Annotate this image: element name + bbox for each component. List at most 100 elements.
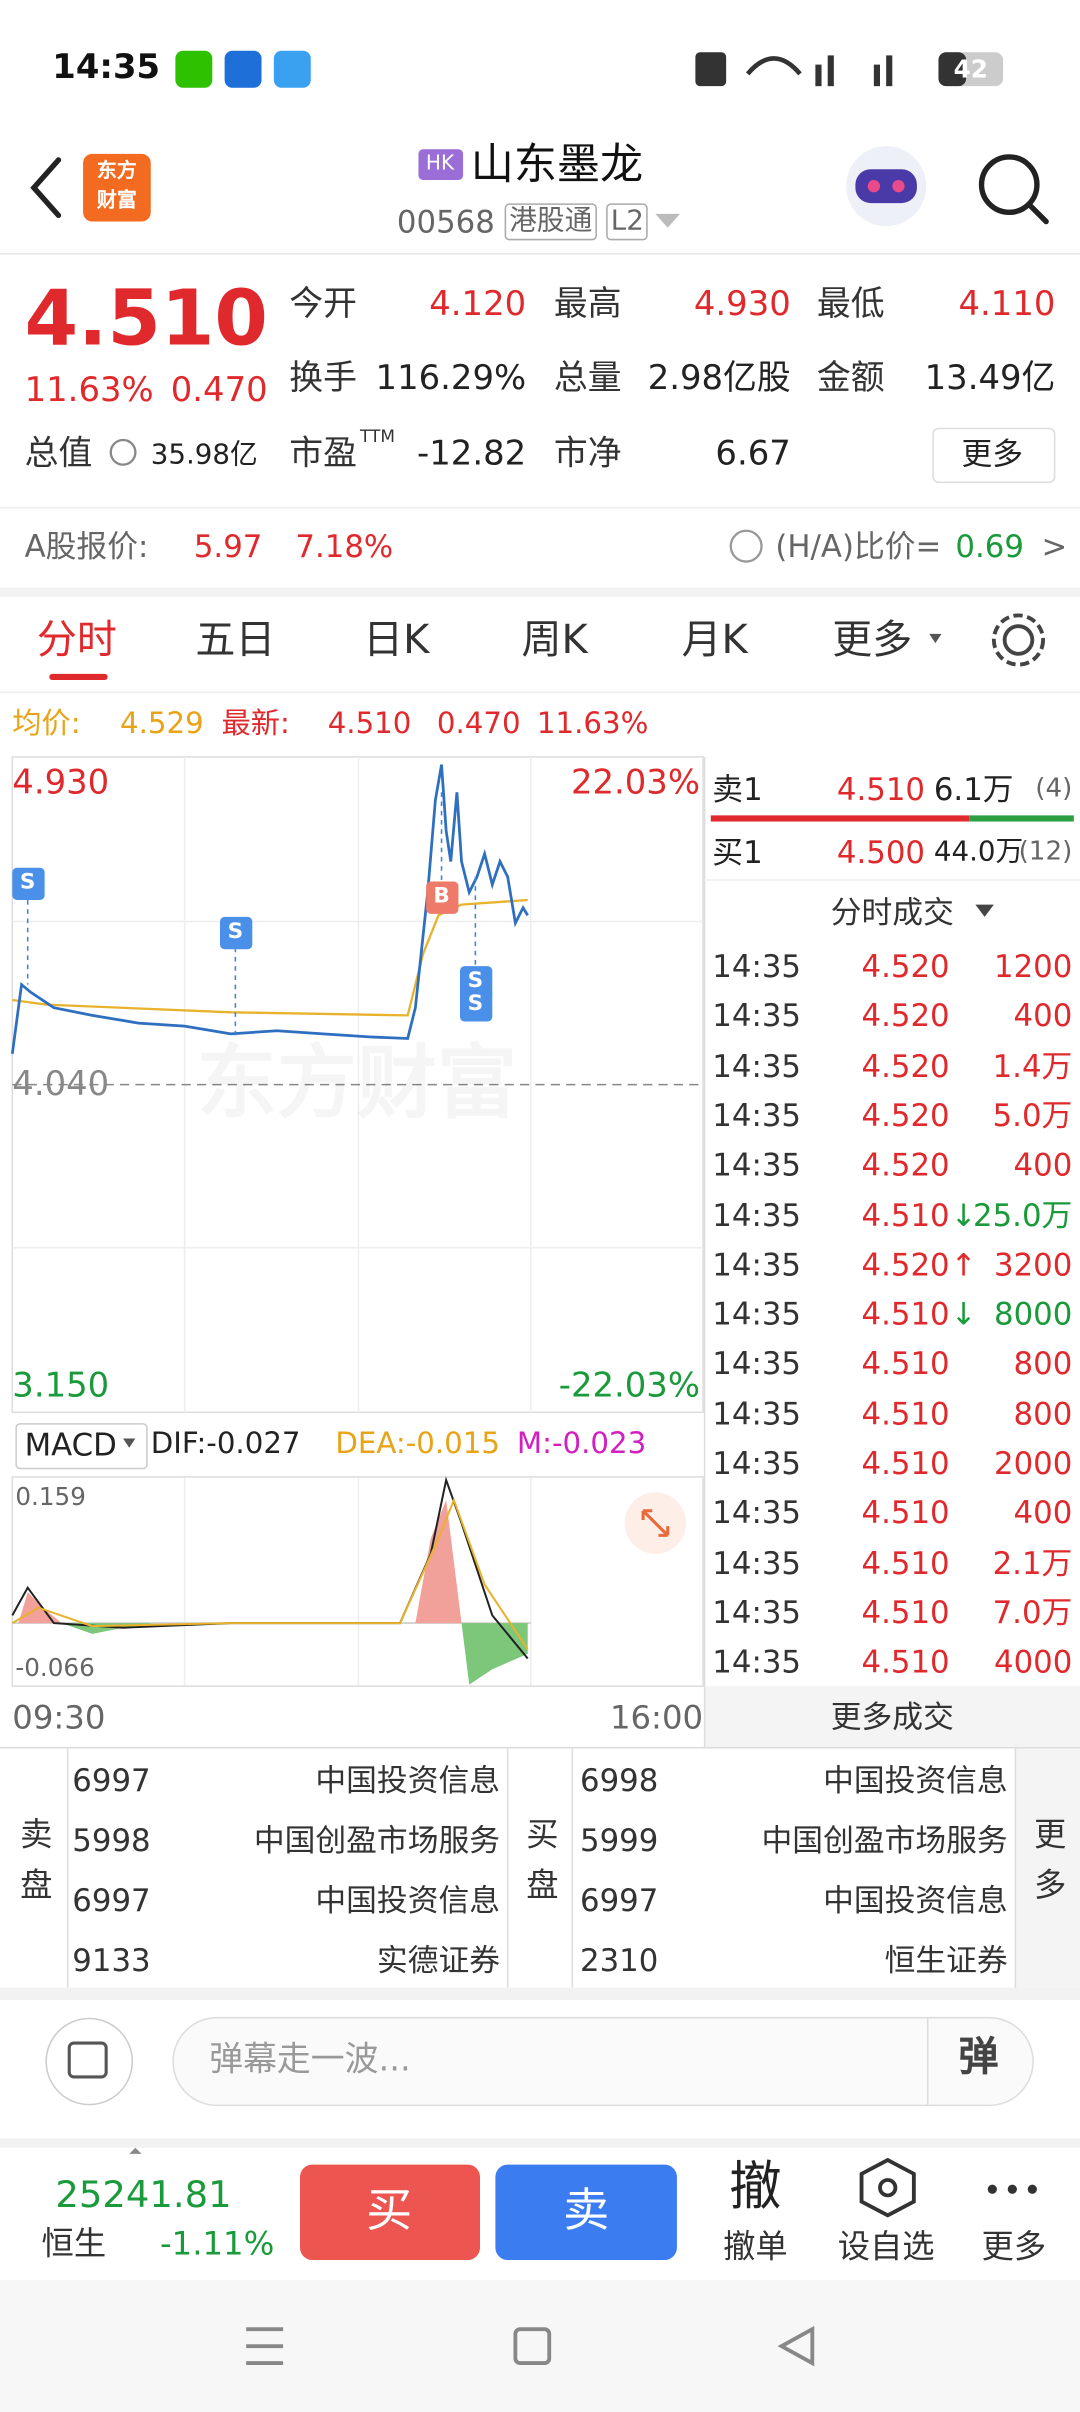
broker-id: 2310 (580, 1941, 659, 1979)
latest-pct: 11.63% (536, 707, 649, 741)
back-icon[interactable] (30, 157, 62, 219)
index-value: 25241.81 (55, 2173, 232, 2217)
broker-more[interactable]: 更多 (1030, 1816, 1068, 1919)
field-label: 总值 (24, 435, 93, 474)
latest-label: 最新: (221, 707, 290, 741)
trade-price: 4.510 (861, 1593, 950, 1631)
battery-level: 42 (953, 54, 988, 84)
trade-volume: 400 (1013, 1146, 1073, 1184)
macd-dea: DEA:-0.015 (335, 1427, 500, 1461)
tab[interactable]: 月K (681, 617, 748, 664)
tab[interactable]: 五日 (195, 617, 276, 664)
cancel-label[interactable]: 撤单 (723, 2228, 788, 2266)
market-badge: HK (425, 152, 455, 176)
buy-button[interactable] (300, 2164, 481, 2261)
trade-dir: ↓ (950, 1295, 977, 1333)
trade-time: 14:35 (712, 1047, 801, 1084)
trade-time: 14:35 (712, 1196, 801, 1234)
field-label: 总量 (553, 359, 622, 399)
trade-price: 4.520 (861, 1245, 950, 1283)
broker-id: 6997 (72, 1881, 151, 1919)
trade-volume: 800 (1013, 1394, 1073, 1432)
trade-volume: 4000 (993, 1643, 1073, 1681)
icons (30, 154, 1049, 225)
field-label: 换手 (289, 359, 357, 399)
tag: 港股通 (504, 203, 597, 240)
trade-time: 14:35 (712, 1494, 801, 1532)
trade-time: 14:35 (712, 1146, 801, 1184)
axis-label: 4.040 (12, 1065, 110, 1105)
trade-price: 4.510 (861, 1394, 950, 1432)
trade-volume: 5.0万 (992, 1096, 1073, 1134)
trade-volume: 1.4万 (992, 1047, 1073, 1084)
more-label[interactable]: 更多 (981, 2228, 1047, 2266)
more-button[interactable]: 更多 (961, 435, 1024, 473)
broker-name: 实德证券 (376, 1941, 501, 1979)
trade-marker: S (467, 968, 484, 994)
logo-text: 财富 (96, 189, 137, 213)
broker-name: 中国投资信息 (823, 1761, 1008, 1799)
trade-marker: B (433, 884, 450, 909)
sell-button[interactable] (495, 2164, 677, 2261)
book-price: 4.500 (836, 833, 926, 871)
sell-label[interactable]: 卖 (563, 2184, 610, 2239)
broker-id: 6997 (580, 1881, 659, 1919)
avg-label: 均价: (12, 707, 81, 741)
axis-label: 4.930 (12, 764, 110, 803)
tab[interactable]: 周K (521, 617, 588, 664)
buy-label[interactable]: 买 (366, 2184, 413, 2239)
ratio-arrow: > (1041, 527, 1068, 565)
trade-price: 4.520 (861, 1047, 950, 1084)
watch-label[interactable]: 设自选 (837, 2228, 935, 2266)
trade-dir: ↓ (950, 1196, 977, 1234)
danmaku-button[interactable]: 弹 (958, 2034, 999, 2081)
broker-id: 5999 (580, 1821, 659, 1859)
tab[interactable]: 更多 (832, 617, 913, 664)
avg-value: 4.529 (120, 707, 204, 741)
field-value: 116.29% (375, 359, 527, 399)
field-value: 13.49亿 (924, 359, 1056, 399)
trade-volume: 3200 (993, 1245, 1073, 1283)
book-label: 买1 (712, 833, 763, 871)
field-value: 35.98亿 (150, 438, 258, 472)
field-value: 6.67 (715, 435, 791, 474)
book-count: (4) (1035, 773, 1073, 805)
last-price: 4.510 (24, 273, 268, 364)
macd-m: M:-0.023 (516, 1427, 647, 1461)
logo[interactable] (83, 153, 151, 222)
trades-title[interactable]: 分时成交 (830, 893, 954, 931)
trade-time: 14:35 (712, 1543, 801, 1581)
tab[interactable]: 日K (363, 617, 430, 664)
macd-label[interactable]: MACD (24, 1426, 117, 1464)
chart-bg-gap (0, 587, 1080, 597)
field-label: 市盈 (289, 435, 357, 474)
tab[interactable]: 分时 (36, 617, 117, 664)
tag: L2 (606, 203, 649, 240)
trade-volume: 800 (1013, 1345, 1073, 1383)
broker-more-bg (1015, 1747, 1080, 1988)
trade-volume: 400 (1013, 997, 1073, 1035)
comment-input[interactable] (172, 2016, 1034, 2107)
trade-volume: 25.0万 (973, 1196, 1073, 1234)
broker-side: 卖盘 (16, 1816, 54, 1919)
book-count: (12) (1018, 836, 1073, 868)
hk-badge (418, 149, 464, 181)
more-trades[interactable]: 更多成交 (830, 1698, 954, 1736)
axis-label: 3.150 (12, 1367, 110, 1406)
macd-selector[interactable] (15, 1423, 148, 1470)
trade-price: 4.510 (861, 1295, 950, 1333)
ratio-value: 0.69 (955, 527, 1024, 565)
more-button[interactable] (932, 427, 1056, 484)
trade-volume: 2000 (993, 1444, 1073, 1482)
trade-marker: S (467, 991, 484, 1017)
book-volume: 44.0万 (933, 835, 1024, 869)
comment-placeholder[interactable]: 弹幕走一波... (209, 2041, 411, 2080)
search-icon[interactable] (978, 154, 1040, 216)
trade-dir: ↑ (950, 1245, 977, 1283)
cancel-icon[interactable]: 撤 (729, 2156, 782, 2218)
status-time: 14:35 (52, 48, 161, 88)
field-label: 市净 (553, 435, 622, 474)
trade-price: 4.510 (861, 1643, 950, 1681)
book-price: 4.510 (836, 770, 926, 808)
